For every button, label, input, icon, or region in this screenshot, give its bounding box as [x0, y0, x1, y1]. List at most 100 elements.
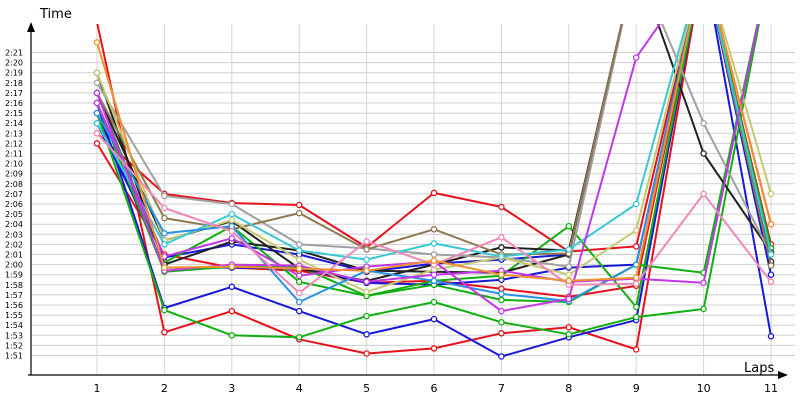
y-tick-label: 1:58 [5, 281, 23, 290]
data-point [565, 222, 573, 230]
x-tick-label: 10 [697, 382, 711, 395]
data-point [430, 226, 438, 233]
y-tick-label: 2:08 [5, 180, 23, 189]
y-tick-label: 2:07 [5, 190, 23, 199]
x-tick-label: 8 [565, 382, 572, 395]
series-20 [93, 24, 775, 285]
series-14 [93, 24, 775, 296]
data-point [632, 303, 640, 311]
x-tick-label: 5 [363, 382, 370, 395]
data-point [161, 204, 168, 212]
y-tick-label: 2:05 [5, 210, 23, 219]
series-7 [93, 24, 760, 341]
data-point [767, 333, 775, 340]
data-point [632, 54, 640, 61]
data-point [565, 271, 573, 278]
data-point [700, 190, 707, 198]
data-point [161, 192, 168, 200]
data-point [228, 216, 236, 224]
data-point [363, 238, 370, 245]
y-tick-label: 2:11 [5, 150, 23, 159]
data-point [498, 244, 505, 251]
data-point [363, 278, 370, 286]
data-point [498, 271, 505, 278]
x-tick-label: 11 [764, 382, 778, 395]
data-point [295, 272, 303, 279]
data-point [93, 89, 101, 97]
y-tick-label: 1:53 [5, 331, 23, 340]
data-point [161, 214, 168, 222]
series-group [93, 24, 775, 360]
data-point [565, 277, 573, 285]
y-tick-label: 2:15 [5, 109, 23, 118]
data-point [565, 331, 573, 338]
data-point [228, 263, 236, 270]
data-point [700, 279, 707, 287]
x-tick-label: 3 [228, 382, 235, 395]
y-tick-label: 2:20 [5, 59, 23, 68]
data-point [430, 251, 438, 258]
data-point [430, 189, 438, 197]
data-point [228, 235, 236, 242]
data-point [767, 262, 775, 269]
data-point [632, 243, 640, 250]
data-point [228, 222, 236, 230]
y-tick-label: 2:17 [5, 89, 23, 98]
data-point [93, 39, 101, 46]
x-tick-label: 7 [498, 382, 505, 395]
data-point [295, 209, 303, 217]
x-tick-label: 2 [161, 382, 168, 395]
y-tick-label: 2:06 [5, 200, 23, 209]
data-point [430, 345, 438, 352]
x-tick-label: 9 [633, 382, 640, 395]
axes [27, 22, 788, 379]
data-point [228, 283, 236, 291]
data-point [632, 227, 640, 234]
y-tick-label: 2:12 [5, 139, 23, 148]
data-point [498, 203, 505, 211]
y-tick-label: 2:09 [5, 170, 23, 179]
data-point [767, 220, 775, 228]
data-point [363, 350, 370, 357]
data-point [161, 306, 168, 314]
data-point [363, 246, 370, 253]
x-tick-label: 6 [431, 382, 438, 395]
data-point [498, 353, 505, 360]
y-tick-label: 2:04 [5, 220, 23, 229]
data-point [93, 140, 101, 147]
data-point [363, 256, 370, 263]
y-tick-label: 2:21 [5, 49, 23, 58]
data-point [161, 264, 168, 271]
data-point [430, 257, 438, 264]
data-point [430, 271, 438, 278]
y-tick-label: 1:57 [5, 291, 23, 300]
y-tick-label: 2:01 [5, 251, 23, 260]
y-tick-label: 1:56 [5, 301, 23, 310]
data-point [295, 265, 303, 272]
data-point [295, 278, 303, 286]
data-point [93, 69, 101, 76]
series-2 [96, 24, 694, 357]
data-point [767, 271, 775, 278]
y-tick-label: 1:52 [5, 341, 23, 350]
y-tick-label: 1:55 [5, 311, 23, 320]
y-tick-label: 1:59 [5, 271, 23, 280]
data-point [565, 246, 573, 253]
y-tick-label: 2:02 [5, 240, 23, 249]
tick-labels: 1:51 1:521:531:541:551:561:571:581:592:00… [5, 49, 778, 396]
y-tick-label: 2:13 [5, 129, 23, 138]
data-point [161, 241, 168, 248]
y-axis-title: Time [39, 7, 72, 22]
data-point [161, 329, 168, 336]
data-point [498, 290, 505, 298]
data-point [228, 228, 236, 235]
data-point [565, 295, 573, 303]
data-point [93, 79, 101, 87]
series-4 [93, 24, 775, 360]
y-axis-arrow [27, 22, 35, 32]
data-point [228, 210, 236, 218]
data-point [295, 334, 303, 341]
y-tick-label: 2:14 [5, 119, 23, 128]
